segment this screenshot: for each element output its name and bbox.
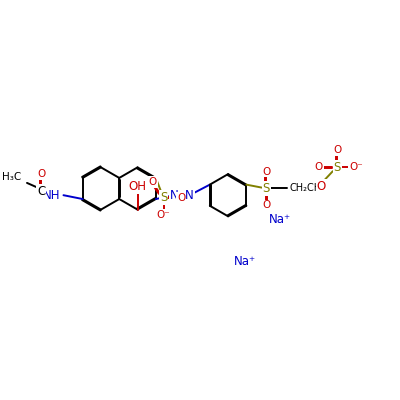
Text: O: O — [315, 162, 323, 172]
Text: Na⁺: Na⁺ — [234, 255, 256, 268]
Text: S: S — [263, 182, 270, 195]
Text: CH₂CH₂: CH₂CH₂ — [289, 184, 325, 194]
Text: O⁻: O⁻ — [349, 162, 363, 172]
Text: O: O — [317, 180, 326, 193]
Text: NH: NH — [43, 189, 60, 202]
Text: O: O — [262, 200, 270, 210]
Text: Na⁺: Na⁺ — [268, 213, 291, 226]
Text: S: S — [160, 191, 167, 204]
Text: N: N — [185, 189, 194, 202]
Text: O: O — [333, 145, 342, 155]
Text: C: C — [37, 185, 45, 198]
Text: O⁻: O⁻ — [157, 210, 170, 220]
Text: H₃C: H₃C — [2, 172, 21, 182]
Text: S: S — [334, 161, 341, 174]
Text: O: O — [177, 193, 185, 203]
Text: OH: OH — [128, 180, 146, 193]
Text: O: O — [149, 177, 157, 187]
Text: O: O — [37, 169, 45, 179]
Text: N: N — [170, 189, 179, 202]
Text: O: O — [262, 166, 270, 176]
